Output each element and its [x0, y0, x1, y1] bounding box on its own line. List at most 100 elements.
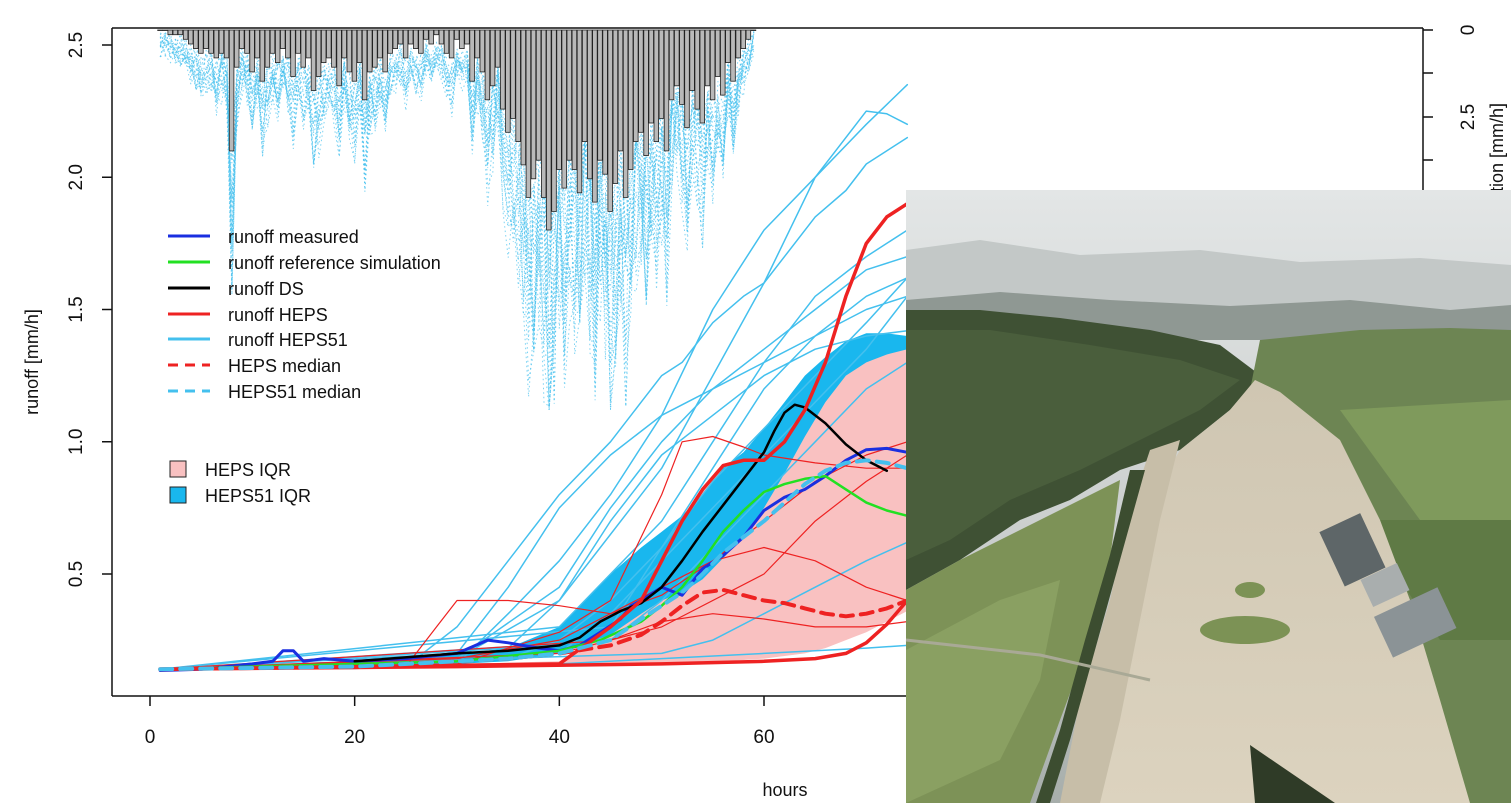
precip-bar [198, 29, 204, 54]
precip-bar [208, 29, 214, 54]
precip-bar [576, 29, 583, 194]
precip-bar [546, 29, 552, 231]
runoff-heps51-line [159, 277, 909, 670]
precip-bar [295, 29, 301, 54]
precip-bar [223, 29, 230, 59]
precip-bar [326, 29, 332, 59]
precip-bar [372, 29, 378, 68]
precip-bar [530, 29, 537, 180]
y-tick-label: 2.0 [66, 164, 87, 190]
y-tick-label: 0.5 [66, 561, 87, 587]
precip-bar [290, 29, 296, 77]
precip-bar [607, 29, 613, 212]
heps-iqr-band [160, 336, 908, 670]
heps51-median-line [158, 458, 910, 672]
precip-bar [725, 29, 731, 63]
precip-bar [361, 29, 368, 101]
precip-bar [653, 29, 659, 142]
precip-bar [709, 29, 716, 101]
heps51-precip-member [159, 32, 755, 355]
precip-bar [494, 29, 501, 68]
precip-bar [172, 29, 178, 36]
precip-bar [674, 29, 680, 87]
precip-bar [443, 29, 450, 54]
heps51-precip-member [159, 31, 755, 346]
precip-bar [177, 29, 184, 36]
precip-bar [622, 29, 629, 198]
precip-bar [259, 29, 265, 82]
precip-bar [469, 29, 475, 82]
precip-bar [331, 29, 337, 68]
precip-bar [684, 29, 690, 129]
precip-bar [689, 29, 695, 91]
precip-bar [602, 29, 608, 175]
precip-bar [648, 29, 654, 124]
precip-bar [633, 29, 639, 142]
runoff-heps51-line [159, 295, 909, 670]
precip-bar [377, 29, 383, 59]
precip-bar [254, 29, 260, 59]
precip-bar [228, 29, 235, 152]
precip-bar [187, 29, 194, 45]
legend-swatch [169, 486, 187, 504]
precip-bar [628, 29, 634, 170]
precip-bar [464, 29, 470, 45]
precip-bar [239, 29, 245, 50]
precip-bar [566, 29, 572, 161]
legend-label: HEPS51 IQR [205, 486, 311, 506]
precip-bar [167, 29, 173, 36]
precip-bar [694, 29, 700, 110]
precip-bar [597, 29, 603, 161]
precip-bar [561, 29, 567, 189]
precip-bar [592, 29, 598, 203]
heps51-precipitation-dotted [159, 30, 755, 411]
x-tick-label: 40 [549, 727, 570, 748]
precip-bar [218, 29, 225, 54]
precip-bar [280, 29, 286, 50]
legend-label: runoff reference simulation [228, 253, 441, 273]
precip-bar [448, 29, 455, 59]
precip-bar [750, 29, 757, 31]
precip-bar [269, 29, 276, 54]
precip-bar [413, 29, 419, 50]
precip-bar [193, 29, 199, 50]
precip-bar [418, 29, 424, 54]
precip-bar [162, 29, 168, 31]
precip-bar [535, 29, 542, 161]
precip-bar [213, 29, 219, 59]
precip-bar [715, 29, 721, 77]
precip-bar [305, 29, 312, 59]
runoff-ds-line [353, 403, 889, 663]
precip-bar [587, 29, 593, 180]
heps51-precip-member [159, 33, 755, 381]
precip-bar [315, 29, 322, 77]
precip-bar [407, 29, 414, 45]
precip-bar [203, 29, 209, 50]
runoff-heps51-line [159, 329, 909, 670]
precip-bar [551, 29, 557, 212]
heps51-precip-member [159, 33, 755, 402]
precip-bar [582, 29, 588, 142]
precip-bar [704, 29, 711, 87]
precip-bar [387, 29, 393, 54]
x-tick-label: 20 [344, 727, 365, 748]
precip-bar [484, 29, 491, 101]
precip-bar [382, 29, 388, 73]
legend-label: runoff HEPS [228, 305, 328, 325]
precip-bar [730, 29, 736, 82]
precip-bar [285, 29, 291, 59]
precip-bar [541, 29, 547, 198]
heps51-precip-member [159, 31, 755, 391]
precip-bar [500, 29, 506, 110]
precip-bar [433, 29, 439, 36]
runoff-heps51-line [159, 295, 909, 670]
precip-bar [249, 29, 255, 73]
precip-bar [556, 29, 562, 170]
y-axis-title: runoff [mm/h] [22, 309, 42, 415]
precip-bar [397, 29, 404, 45]
y2-axis-ticks: 02.55 [1423, 25, 1479, 209]
precip-bar [320, 29, 327, 63]
legend-label: runoff HEPS51 [228, 330, 348, 350]
precip-bar [157, 29, 163, 31]
